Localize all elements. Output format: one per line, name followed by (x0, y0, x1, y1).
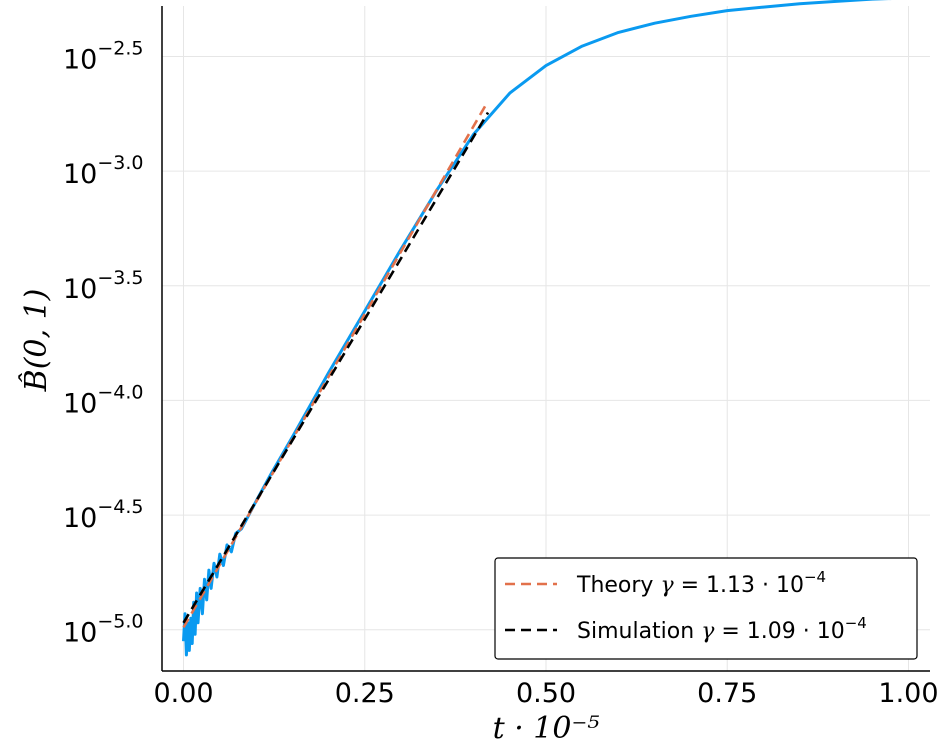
y-tick-exponent: −4.5 (97, 496, 143, 518)
y-tick-exponent: −5.0 (97, 611, 143, 633)
y-axis-title: B̂(0, 1) (19, 289, 54, 393)
y-tick-exponent: −4.0 (97, 381, 143, 403)
legend-box (494, 557, 918, 660)
legend-label-part-1: γ (701, 619, 715, 644)
legend-label-part-1: γ (660, 573, 674, 598)
legend-label-part-2: = 1.09 · 10 (714, 619, 844, 644)
series-line-2 (182, 111, 490, 624)
y-tick-label-1: 10−4.5 (63, 496, 144, 534)
x-tick-label-2: 0.50 (516, 678, 576, 709)
legend-label-part-3: −4 (804, 568, 826, 586)
legend-label-part-0: Simulation (577, 619, 701, 644)
y-tick-label-3: 10−3.5 (63, 267, 144, 305)
legend-label-1: Simulation γ = 1.09 · 10−4 (577, 614, 867, 644)
x-tick-label-0: 0.00 (153, 678, 213, 709)
legend-label-0: Theory γ = 1.13 · 10−4 (576, 568, 826, 598)
x-tick-label-4: 1.00 (878, 678, 938, 709)
legend-label-part-3: −4 (845, 614, 867, 632)
y-tick-base: 10 (63, 159, 97, 190)
x-axis-title: t · 10⁻⁵ (493, 711, 600, 746)
y-tick-exponent: −3.5 (97, 267, 143, 289)
x-tick-labels: 0.00 0.25 0.50 0.75 1.00 (153, 678, 938, 709)
y-tick-exponent: −3.0 (97, 152, 143, 174)
series-layer (182, 0, 893, 657)
y-tick-base: 10 (63, 388, 97, 419)
x-tick-label-3: 0.75 (697, 678, 757, 709)
y-tick-exponent: −2.5 (97, 37, 143, 59)
y-tick-label-4: 10−3.0 (63, 152, 144, 190)
y-tick-label-5: 10−2.5 (63, 37, 144, 75)
y-tick-base: 10 (63, 503, 97, 534)
y-tick-base: 10 (63, 274, 97, 305)
y-tick-labels: 10−5.010−4.510−4.010−3.510−3.010−2.5 (63, 37, 144, 648)
legend-label-part-0: Theory (576, 573, 660, 598)
y-tick-base: 10 (63, 44, 97, 75)
axes (161, 6, 930, 672)
y-tick-label-2: 10−4.0 (63, 381, 144, 419)
legend-label-part-2: = 1.13 · 10 (674, 573, 804, 598)
x-tick-label-1: 0.25 (335, 678, 395, 709)
y-tick-label-0: 10−5.0 (63, 611, 144, 649)
y-tick-base: 10 (63, 618, 97, 649)
